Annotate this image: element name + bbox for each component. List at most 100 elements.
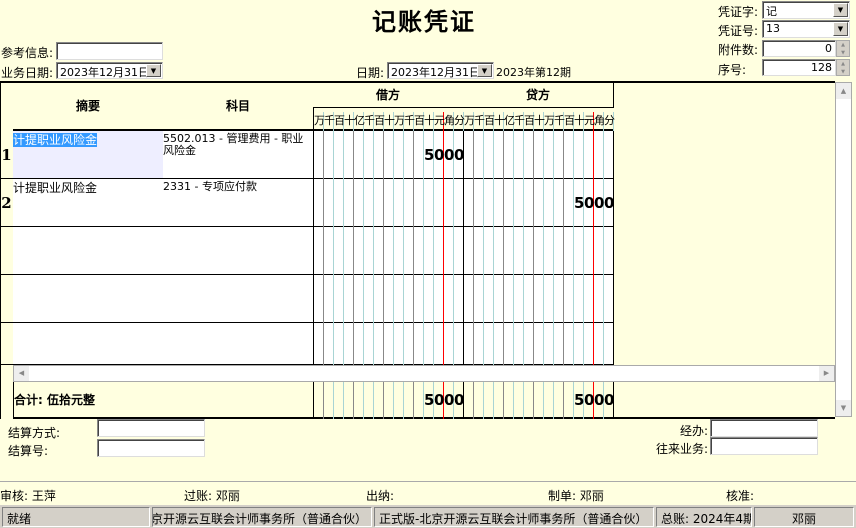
table-row[interactable]: 1 计提职业风险金 5502.013 - 管理费用 - 职业风险金 5 0 0 0 <box>0 131 835 179</box>
summary-text: 计提职业风险金 <box>13 133 98 147</box>
handler-input[interactable] <box>710 419 818 437</box>
digit-unit: 分 <box>454 112 465 131</box>
account-cell[interactable] <box>163 227 314 275</box>
approver-text: 核准: <box>726 489 755 503</box>
attach-input[interactable]: 0 <box>762 40 836 57</box>
digit-unit: 千 <box>404 112 415 131</box>
account-cell[interactable]: 2331 - 专项应付款 <box>163 179 314 227</box>
row-number: 1 <box>0 131 13 179</box>
scroll-down-icon[interactable]: ▼ <box>836 400 851 416</box>
digit-unit: 角 <box>444 112 455 131</box>
digit-grid <box>464 275 614 323</box>
handler-label: 经办: <box>679 424 708 438</box>
decimal-line <box>593 179 594 227</box>
header-account: 科目 <box>163 83 314 131</box>
digit-unit: 千 <box>474 112 485 131</box>
summary-cell[interactable] <box>13 227 164 275</box>
poster-text: 过账: 邓丽 <box>184 489 240 503</box>
digit-unit: 百 <box>564 112 575 131</box>
amount-cells[interactable] <box>314 227 614 275</box>
amount-digit: 0 <box>584 194 595 212</box>
digit-grid <box>464 179 614 227</box>
settle-method-input[interactable] <box>97 419 205 437</box>
horizontal-scrollbar[interactable]: ◀ ▶ <box>13 365 835 382</box>
digit-unit: 万 <box>464 112 475 131</box>
amount-digit: 0 <box>594 391 605 409</box>
voucher-no-select[interactable]: 13 ▼ <box>762 20 850 38</box>
scroll-right-icon[interactable]: ▶ <box>819 366 834 381</box>
summary-cell[interactable] <box>13 323 164 365</box>
digit-unit: 元 <box>584 112 595 131</box>
account-cell[interactable] <box>163 323 314 365</box>
digit-unit: 千 <box>514 112 525 131</box>
decimal-line <box>593 227 594 275</box>
seq-spinner[interactable]: ▲ ▼ <box>836 59 850 76</box>
status-company: 北京开源云互联会计师事务所（普通合伙） <box>152 507 372 527</box>
spin-up-icon[interactable]: ▲ <box>841 61 845 67</box>
account-cell[interactable]: 5502.013 - 管理费用 - 职业风险金 <box>163 131 314 179</box>
chevron-down-icon[interactable]: ▼ <box>477 64 492 77</box>
date-picker[interactable]: 2023年12月31日 ▼ <box>387 62 494 79</box>
amount-digit: 0 <box>434 146 445 164</box>
bizdate-picker[interactable]: 2023年12月31日 ▼ <box>56 62 163 79</box>
digit-unit: 分 <box>604 112 615 131</box>
spin-up-icon[interactable]: ▲ <box>841 42 845 48</box>
spin-down-icon[interactable]: ▼ <box>841 50 845 56</box>
vertical-scrollbar[interactable]: ▲ ▼ <box>835 82 852 417</box>
digit-grid <box>314 131 464 179</box>
decimal-line <box>443 323 444 365</box>
header-summary: 摘要 <box>13 83 164 131</box>
total-label: 合计: 伍拾元整 <box>13 382 314 419</box>
amount-digit: 0 <box>454 146 465 164</box>
amount-cells[interactable] <box>314 323 614 365</box>
amount-cells[interactable] <box>314 275 614 323</box>
row-number <box>0 275 13 323</box>
amount-digit: 0 <box>584 391 595 409</box>
decimal-line <box>593 323 594 365</box>
digit-grid <box>314 227 464 275</box>
seq-input[interactable]: 128 <box>762 59 836 76</box>
table-row[interactable] <box>0 275 835 323</box>
voucher-type-select[interactable]: 记 ▼ <box>762 1 850 19</box>
digit-unit: 十 <box>384 112 395 131</box>
amount-digit: 0 <box>434 391 445 409</box>
business-input[interactable] <box>710 437 818 455</box>
status-ledger: 总账: 2024年4期 <box>656 507 752 527</box>
voucher-type-value: 记 <box>766 5 777 18</box>
table-row[interactable] <box>0 227 835 275</box>
digit-unit: 十 <box>344 112 355 131</box>
table-row[interactable]: 2 计提职业风险金 2331 - 专项应付款 5 0 0 0 <box>0 179 835 227</box>
amount-digit: 0 <box>604 194 615 212</box>
summary-cell[interactable]: 计提职业风险金 <box>13 131 164 179</box>
amount-digit: 5 <box>574 194 585 212</box>
seq-label: 序号: <box>718 63 747 77</box>
digit-unit: 千 <box>554 112 565 131</box>
scroll-up-icon[interactable]: ▲ <box>836 83 851 99</box>
summary-cell[interactable]: 计提职业风险金 <box>13 179 164 227</box>
attach-label: 附件数: <box>718 43 759 57</box>
settle-method-label: 结算方式: <box>8 426 61 440</box>
account-cell[interactable] <box>163 275 314 323</box>
settle-no-label: 结算号: <box>8 444 49 458</box>
table-row[interactable] <box>0 323 835 365</box>
digit-unit: 千 <box>364 112 375 131</box>
header-debit: 借方 <box>313 83 464 108</box>
summary-cell[interactable] <box>13 275 164 323</box>
chevron-down-icon[interactable]: ▼ <box>833 3 848 17</box>
amount-digit: 0 <box>604 391 615 409</box>
digit-grid <box>314 323 464 365</box>
ref-input[interactable] <box>56 42 163 60</box>
chevron-down-icon[interactable]: ▼ <box>833 22 848 36</box>
spin-down-icon[interactable]: ▼ <box>841 69 845 75</box>
header-credit: 贷方 <box>463 83 614 108</box>
chevron-down-icon[interactable]: ▼ <box>146 64 161 77</box>
digit-unit: 百 <box>484 112 495 131</box>
settle-no-input[interactable] <box>97 439 205 457</box>
status-user: 邓丽 <box>754 507 854 527</box>
digit-grid <box>314 275 464 323</box>
attach-spinner[interactable]: ▲ ▼ <box>836 40 850 57</box>
scroll-left-icon[interactable]: ◀ <box>14 366 29 381</box>
maker-text: 制单: 邓丽 <box>548 489 604 503</box>
